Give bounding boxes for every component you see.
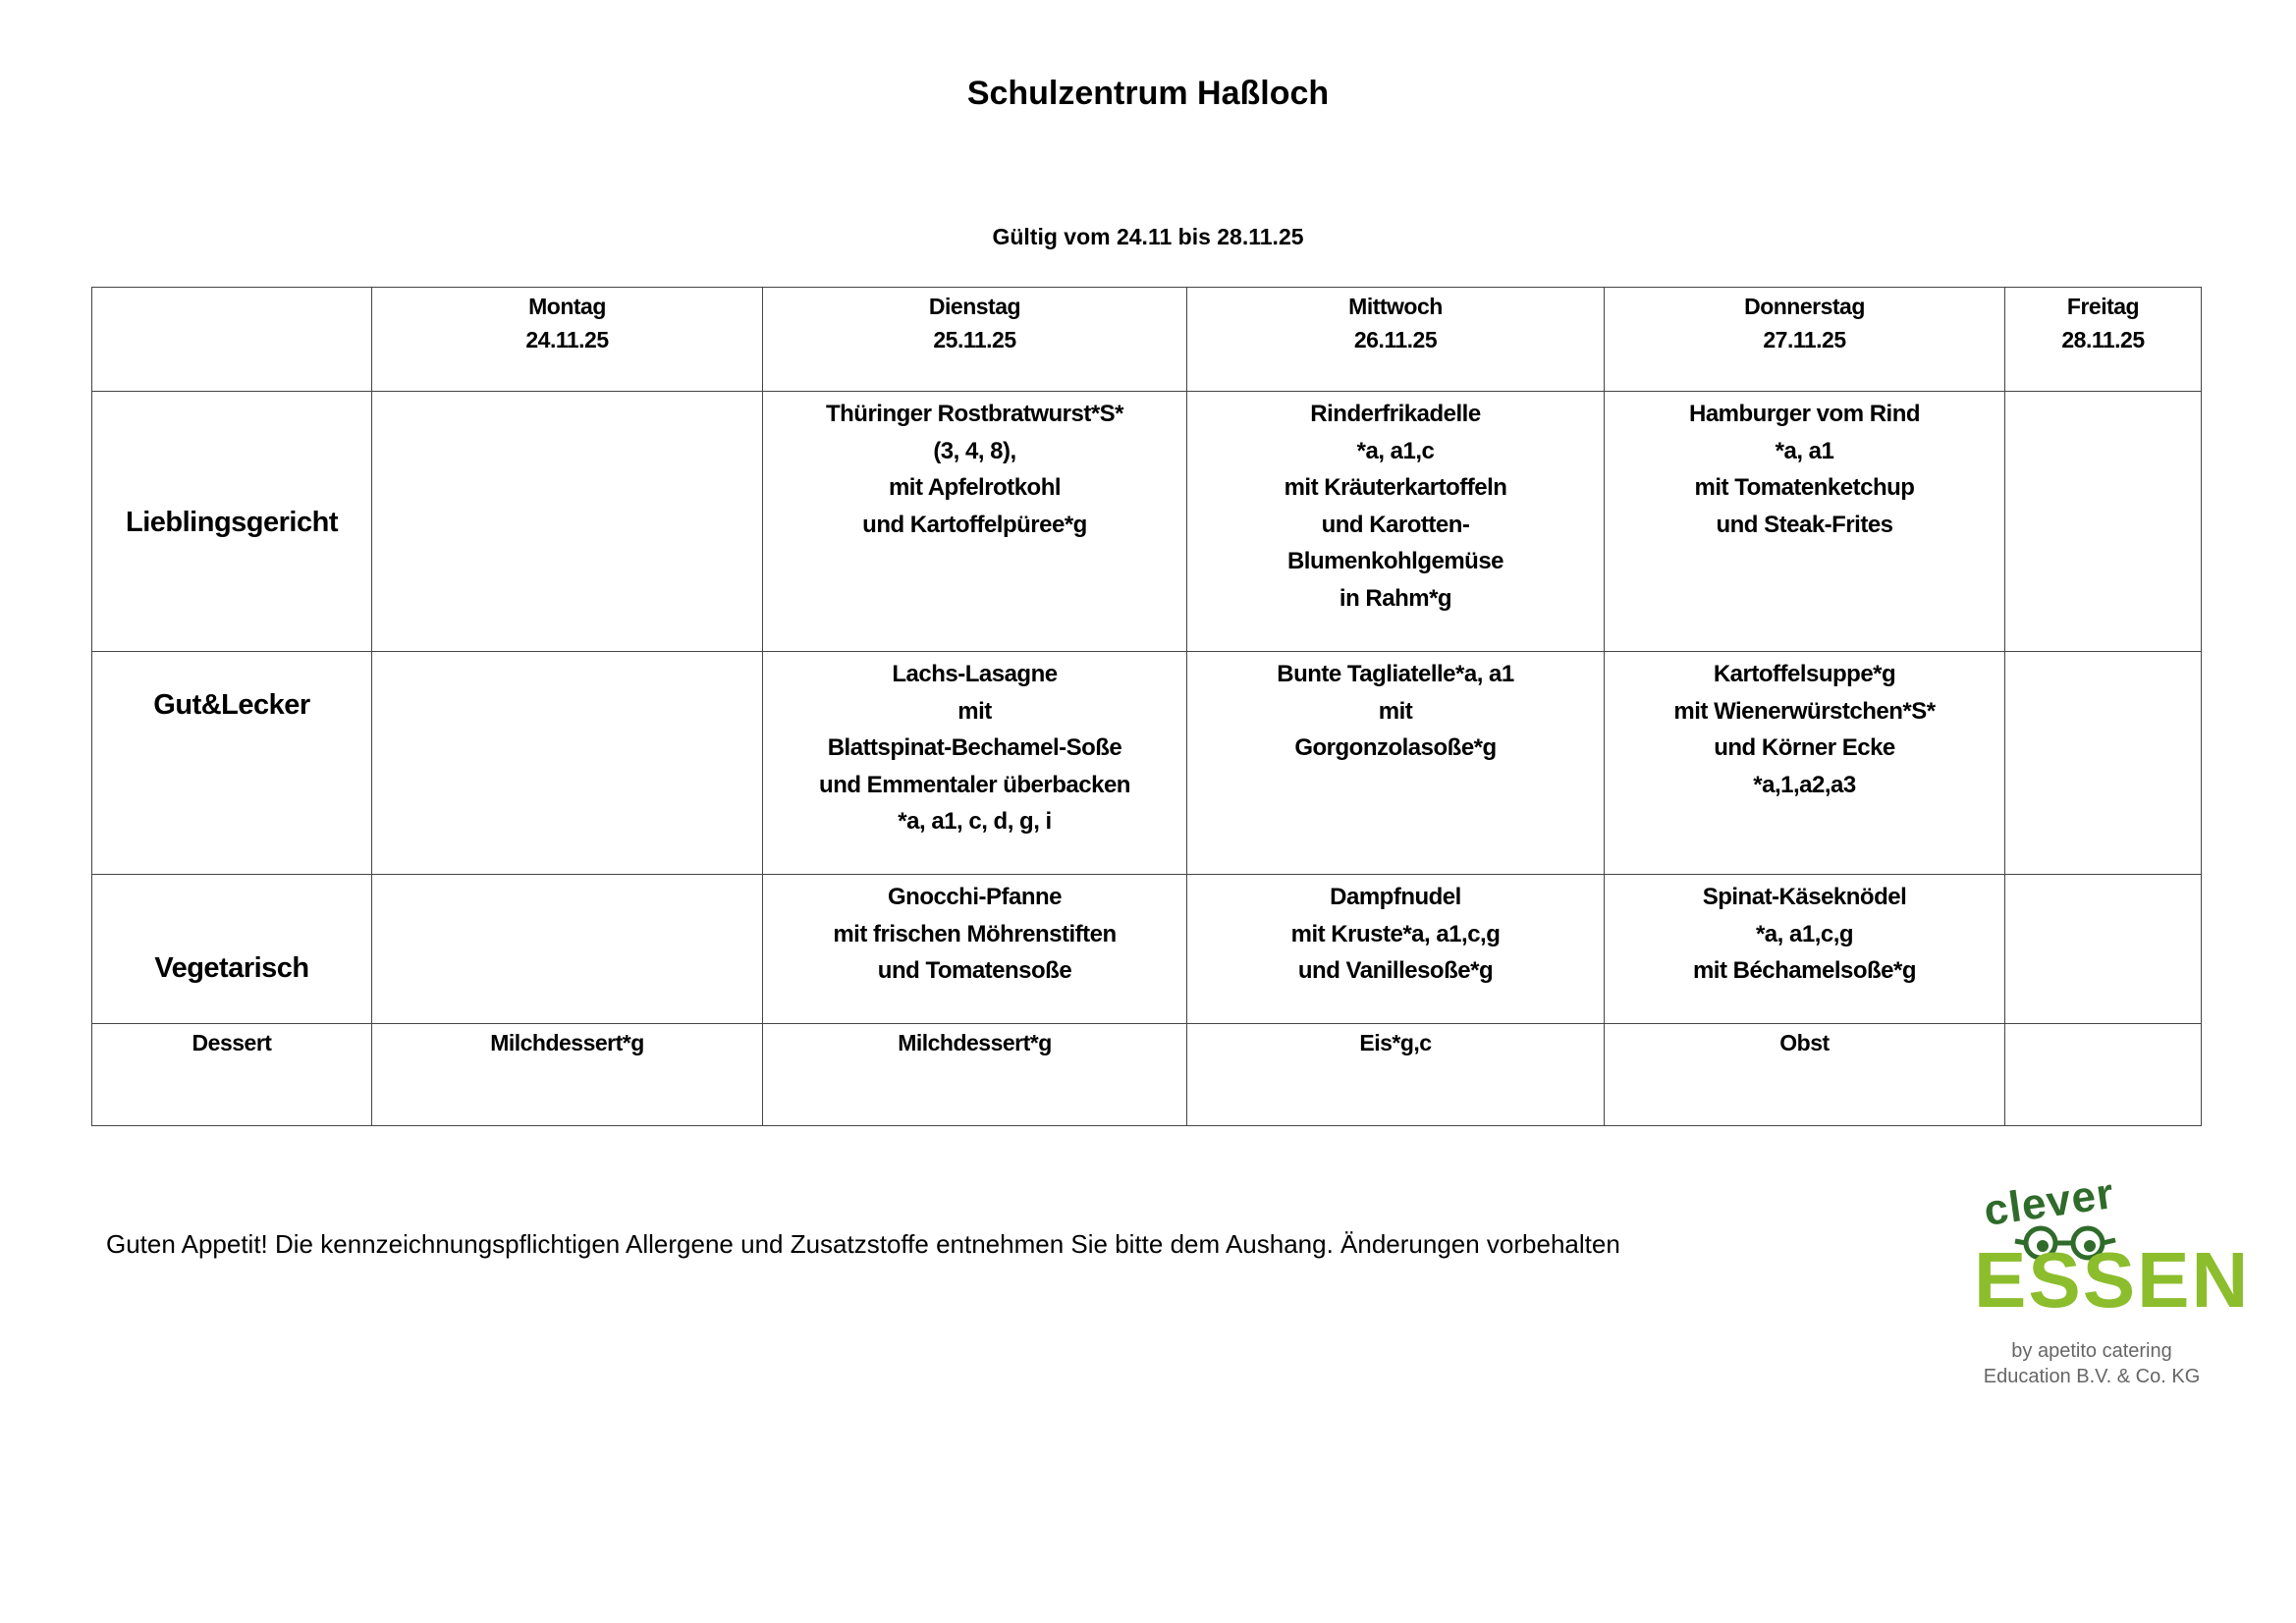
- day-header: Mittwoch 26.11.25: [1186, 287, 1605, 392]
- meal-line: *a, a1: [1775, 437, 1834, 464]
- clever-essen-logo: clever ESSEN by apetito catering Educati…: [1974, 1169, 2248, 1394]
- byline-1: by apetito catering: [2011, 1340, 2172, 1362]
- meal-cell: Spinat-Käseknödel *a, a1,c,g mit Béchamels…: [1604, 874, 2005, 1024]
- meal-cell: Dampfnudel mit Kruste*a, a1,c,g und Vanill…: [1186, 874, 1605, 1024]
- meal-line: Dampfnudel: [1330, 884, 1461, 910]
- meal-cell: [2004, 651, 2202, 875]
- day-header: Donnerstag 27.11.25: [1604, 287, 2005, 392]
- header-row: Montag 24.11.25 Dienstag 25.11.25 Mittwoch…: [91, 287, 2202, 392]
- day-name: Dienstag: [928, 294, 1021, 319]
- meal-cell: [2004, 874, 2202, 1024]
- meal-line: mit: [1378, 697, 1413, 725]
- meal-line: *a, a1, c, d, g, i: [898, 808, 1052, 836]
- dessert-cell: [2004, 1023, 2202, 1126]
- footer-note: Guten Appetit! Die kennzeichnungspflicht…: [106, 1229, 1620, 1259]
- meal-line: mit Tomatenketchup: [1694, 474, 1915, 502]
- meal-line: Gnocchi-Pfanne: [887, 884, 1063, 910]
- dessert-cell: Milchdessert*g: [762, 1023, 1187, 1126]
- meal-line: Lachs-Lasagne: [892, 661, 1058, 687]
- row-label: Dessert: [91, 1023, 372, 1126]
- meal-line: Gorgonzolasoße*g: [1294, 734, 1497, 762]
- meal-line: mit frischen Möhrenstiften: [833, 920, 1117, 947]
- validity-period: Gültig vom 24.11 bis 28.11.25: [992, 224, 1304, 249]
- day-date: 28.11.25: [2061, 327, 2145, 352]
- meal-cell: Bunte Tagliatelle*a, a1 mit Gorgonzolasoße…: [1186, 651, 1605, 875]
- meal-line: und Körner Ecke: [1714, 734, 1895, 762]
- dessert-cell: Eis*g,c: [1186, 1023, 1605, 1126]
- meal-line: mit Béchamelsoße*g: [1692, 957, 1917, 985]
- day-date: 26.11.25: [1353, 327, 1438, 352]
- page-title: Schulzentrum Haßloch: [966, 75, 1330, 112]
- dessert-cell: Milchdessert*g: [371, 1023, 763, 1126]
- meal-line: *a,1,a2,a3: [1753, 771, 1856, 798]
- meal-line: (3, 4, 8),: [933, 437, 1016, 464]
- day-date: 27.11.25: [1763, 327, 1846, 352]
- meal-line: Thüringer Rostbratwurst*S*: [825, 401, 1124, 427]
- meal-line: mit Kräuterkartoffeln: [1284, 474, 1507, 502]
- meal-line: Blattspinat-Bechamel-Soße: [827, 734, 1122, 762]
- meal-cell: [2004, 391, 2202, 652]
- meal-line: mit: [957, 697, 992, 725]
- meal-cell: Lachs-Lasagne mit Blattspinat-Bechamel-Soß…: [762, 651, 1187, 875]
- menu-row: Gut&Lecker Lachs-Lasagne mit Blattspinat-Be…: [91, 651, 2202, 875]
- glasses-icon: [2014, 1225, 2116, 1261]
- day-date: 25.11.25: [933, 327, 1016, 352]
- day-name: Montag: [528, 294, 606, 319]
- meal-line: *a, a1,c,g: [1755, 920, 1854, 947]
- menu-table: Montag 24.11.25 Dienstag 25.11.25 Mittwoch…: [91, 287, 2202, 1126]
- meal-line: Bunte Tagliatelle*a, a1: [1277, 661, 1514, 687]
- meal-line: und Kartoffelpüree*g: [862, 511, 1087, 538]
- day-name: Mittwoch: [1348, 294, 1443, 319]
- meal-cell: Thüringer Rostbratwurst*S* (3, 4, 8), mit …: [762, 391, 1187, 652]
- meal-line: mit Apfelrotkohl: [888, 474, 1062, 502]
- meal-line: Spinat-Käseknödel: [1702, 884, 1907, 910]
- logo-byline: by apetito catering Education B.V. & Co.…: [1974, 1338, 2210, 1389]
- day-name: Donnerstag: [1744, 294, 1865, 319]
- meal-cell: Kartoffelsuppe*g mit Wienerwürstchen*S* un…: [1604, 651, 2005, 875]
- meal-line: und Emmentaler überbacken: [819, 771, 1130, 798]
- meal-line: und Tomatensoße: [877, 957, 1072, 985]
- corner-cell: [91, 287, 372, 392]
- meal-cell: [371, 391, 763, 652]
- meal-line: mit Kruste*a, a1,c,g: [1290, 920, 1501, 947]
- menu-row: Vegetarisch Gnocchi-Pfanne mit frischen Mö…: [91, 874, 2202, 1024]
- byline-2: Education B.V. & Co. KG: [1983, 1366, 2201, 1387]
- logo-word-essen: ESSEN: [1974, 1236, 2251, 1324]
- meal-line: mit Wienerwürstchen*S*: [1673, 697, 1936, 725]
- meal-line: Rinderfrikadelle: [1310, 401, 1481, 427]
- meal-line: und Vanillesoße*g: [1297, 957, 1494, 985]
- meal-line: *a, a1,c: [1356, 437, 1435, 464]
- meal-cell: [371, 874, 763, 1024]
- day-date: 24.11.25: [525, 327, 609, 352]
- meal-line: in Rahm*g: [1339, 584, 1452, 612]
- meal-line: und Steak-Frites: [1716, 511, 1893, 538]
- day-name: Freitag: [2066, 294, 2140, 319]
- row-label: Lieblingsgericht: [91, 391, 372, 652]
- menu-row: Lieblingsgericht Thüringer Rostbratwurst*…: [91, 391, 2202, 652]
- meal-line: Blumenkohlgemüse: [1286, 548, 1504, 575]
- meal-line: und Karotten-: [1321, 511, 1470, 538]
- meal-cell: [371, 651, 763, 875]
- meal-line: Kartoffelsuppe*g: [1713, 661, 1896, 687]
- dessert-row: Dessert Milchdessert*g Milchdessert*g Ei…: [91, 1023, 2202, 1126]
- meal-line: Hamburger vom Rind: [1688, 401, 1921, 427]
- meal-cell: Hamburger vom Rind *a, a1 mit Tomatenketch…: [1604, 391, 2005, 652]
- day-header: Dienstag 25.11.25: [762, 287, 1187, 392]
- row-label: Gut&Lecker: [91, 651, 372, 875]
- meal-cell: Gnocchi-Pfanne mit frischen Möhrenstiften…: [762, 874, 1187, 1024]
- dessert-cell: Obst: [1604, 1023, 2005, 1126]
- day-header: Montag 24.11.25: [371, 287, 763, 392]
- meal-cell: Rinderfrikadelle *a, a1,c mit Kräuterkarto…: [1186, 391, 1605, 652]
- row-label: Vegetarisch: [91, 874, 372, 1024]
- day-header: Freitag 28.11.25: [2004, 287, 2202, 392]
